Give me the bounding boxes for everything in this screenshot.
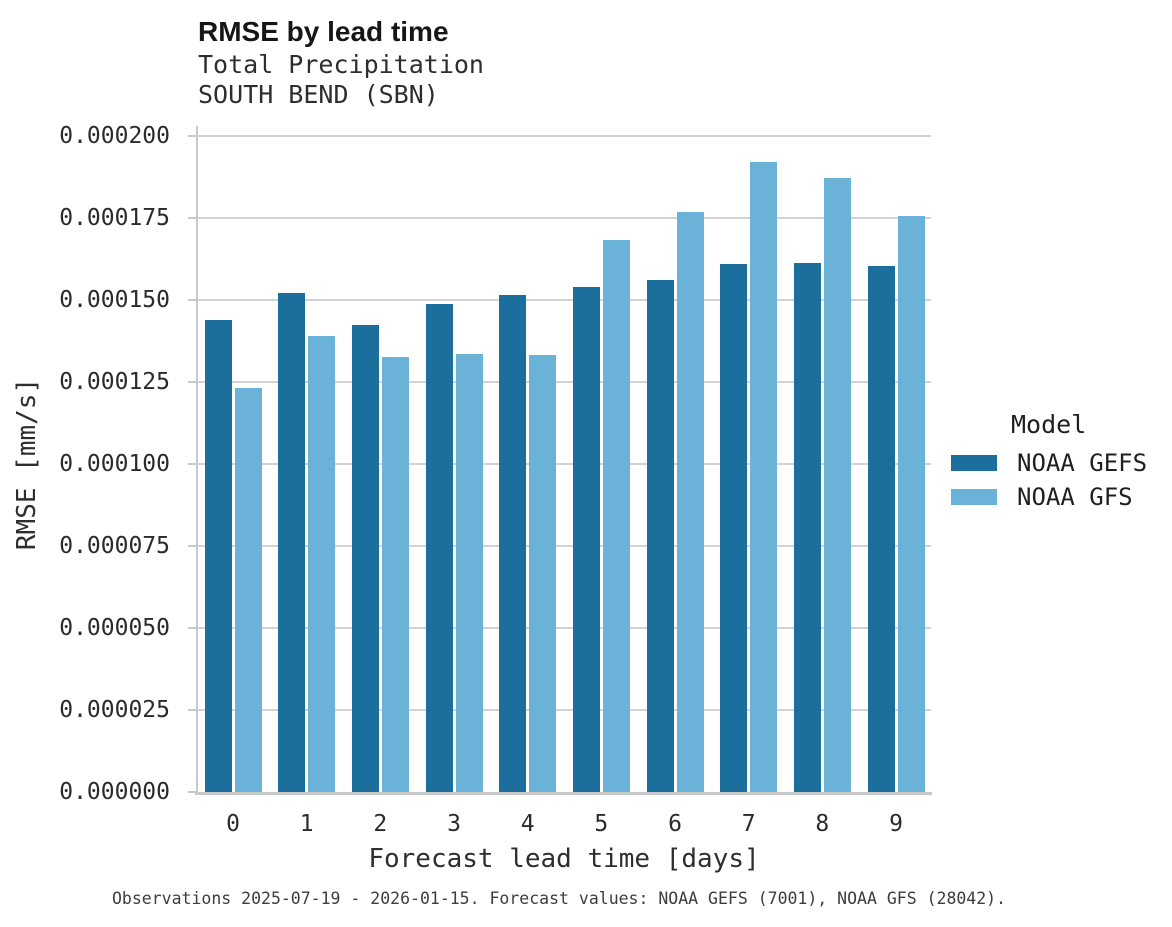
y-tick-label: 0.000150 <box>59 287 170 313</box>
x-tick-label: 7 <box>741 811 756 837</box>
x-tick-label: 2 <box>373 811 388 837</box>
x-axis-title: Forecast lead time [days] <box>368 844 760 874</box>
x-axis-spine <box>195 792 932 795</box>
gridline <box>197 217 931 219</box>
gridline <box>197 381 931 383</box>
bar-noaa-gefs-lead-0 <box>204 319 232 792</box>
bar-noaa-gfs-lead-8 <box>823 178 851 792</box>
gridline <box>197 463 931 465</box>
y-tick-label: 0.000025 <box>59 697 170 723</box>
x-tick-label: 3 <box>447 811 461 837</box>
bar-noaa-gfs-lead-9 <box>897 215 925 792</box>
y-tick-label: 0.000100 <box>59 451 170 477</box>
legend-swatch-noaa-gfs <box>951 489 997 505</box>
bar-noaa-gefs-lead-8 <box>793 262 821 792</box>
chart-subtitle-variable: Total Precipitation <box>198 50 484 79</box>
y-tick-label: 0.000050 <box>59 615 170 641</box>
y-tick-mark <box>188 299 196 301</box>
y-tick-label: 0.000075 <box>59 533 170 559</box>
bar-noaa-gfs-lead-5 <box>602 239 630 792</box>
caption: Observations 2025-07-19 - 2026-01-15. Fo… <box>112 889 1007 908</box>
y-tick-mark <box>188 791 196 793</box>
x-tick-label: 6 <box>668 811 682 837</box>
x-tick-label: 5 <box>594 811 609 837</box>
y-tick-mark <box>188 217 196 219</box>
y-tick-mark <box>188 135 196 137</box>
x-tick-label: 8 <box>815 811 830 837</box>
bar-noaa-gfs-lead-7 <box>750 161 778 792</box>
x-tick-label: 4 <box>520 811 535 837</box>
plot-panel <box>195 126 932 795</box>
y-axis-title: RMSE [mm/s] <box>12 377 42 551</box>
y-tick-mark <box>188 627 196 629</box>
gridline <box>197 135 931 137</box>
x-tick-label: 0 <box>226 811 240 837</box>
x-tick-label: 9 <box>889 811 903 837</box>
bar-noaa-gefs-lead-7 <box>720 263 748 792</box>
bar-noaa-gfs-lead-2 <box>381 357 409 792</box>
y-axis-spine <box>196 126 198 794</box>
legend-swatch-noaa-gefs <box>951 455 997 471</box>
y-tick-mark <box>188 381 196 383</box>
y-tick-mark <box>188 463 196 465</box>
bar-noaa-gfs-lead-0 <box>234 387 262 792</box>
bar-noaa-gefs-lead-6 <box>646 280 674 792</box>
bar-noaa-gefs-lead-1 <box>278 293 306 792</box>
y-tick-label: 0.000125 <box>59 369 170 395</box>
y-tick-label: 0.000000 <box>59 779 170 805</box>
gridline <box>197 709 931 711</box>
bar-noaa-gefs-lead-9 <box>867 265 895 792</box>
gridline <box>197 627 931 629</box>
y-tick-mark <box>188 545 196 547</box>
y-tick-mark <box>188 709 196 711</box>
gridline <box>197 545 931 547</box>
gridline <box>197 299 931 301</box>
chart-subtitle-station: SOUTH BEND (SBN) <box>198 80 439 109</box>
legend-label-noaa-gfs: NOAA GFS <box>1017 483 1133 511</box>
legend-title: Model <box>1011 410 1087 439</box>
x-tick-label: 1 <box>299 811 314 837</box>
chart-title: RMSE by lead time <box>198 16 449 47</box>
y-tick-label: 0.000175 <box>59 205 170 231</box>
legend-label-noaa-gefs: NOAA GEFS <box>1017 449 1148 477</box>
bar-noaa-gefs-lead-2 <box>351 324 379 792</box>
bar-noaa-gfs-lead-3 <box>455 354 483 792</box>
bar-noaa-gefs-lead-3 <box>425 304 453 792</box>
y-tick-label: 0.000200 <box>59 123 170 149</box>
bar-noaa-gefs-lead-4 <box>499 295 527 792</box>
bar-noaa-gfs-lead-4 <box>529 355 557 792</box>
bar-noaa-gfs-lead-1 <box>308 336 336 792</box>
bar-noaa-gfs-lead-6 <box>676 212 704 792</box>
bar-noaa-gefs-lead-5 <box>572 286 600 792</box>
